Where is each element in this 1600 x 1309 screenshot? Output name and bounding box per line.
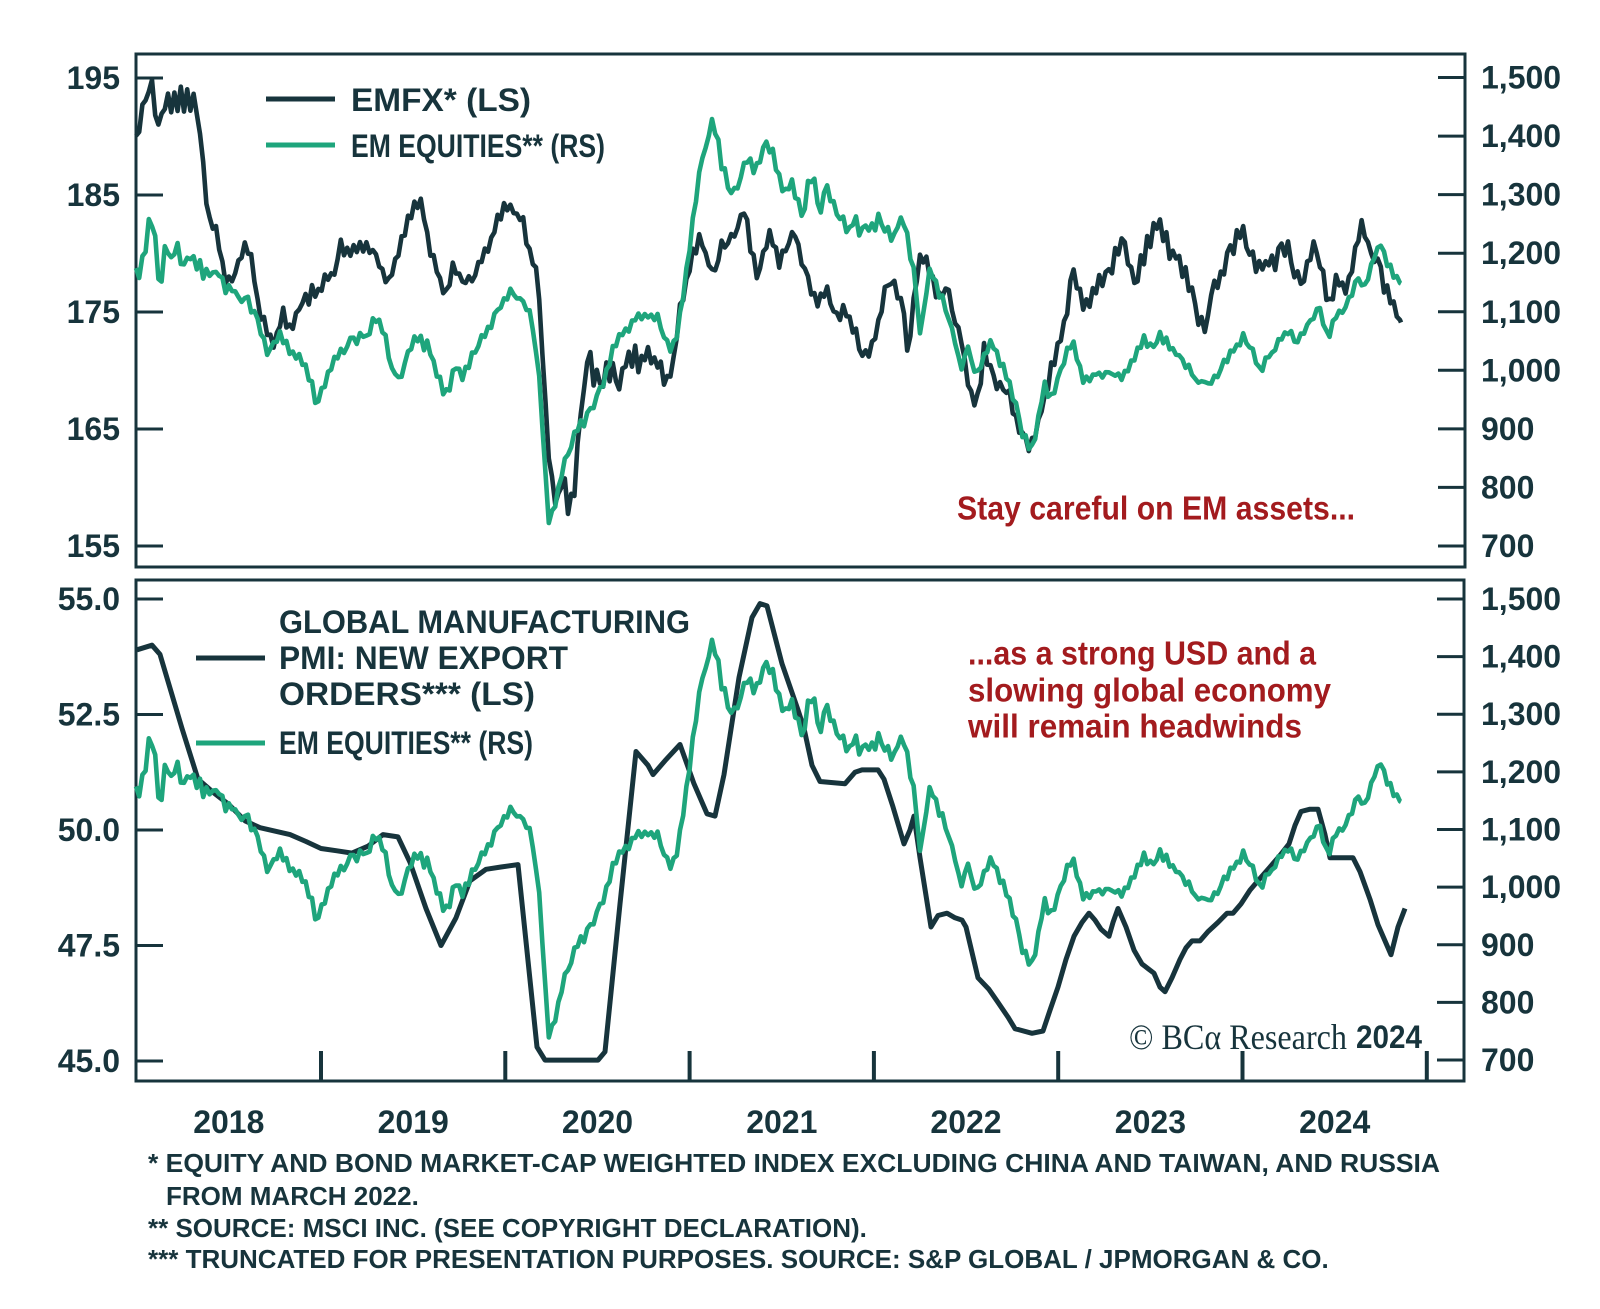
svg-text:800: 800 bbox=[1481, 469, 1534, 505]
svg-text:195: 195 bbox=[67, 60, 120, 96]
svg-text:*** TRUNCATED FOR PRESENTATION: *** TRUNCATED FOR PRESENTATION PURPOSES.… bbox=[148, 1244, 1329, 1274]
svg-text:GLOBAL MANUFACTURING: GLOBAL MANUFACTURING bbox=[279, 604, 690, 640]
svg-text:800: 800 bbox=[1481, 984, 1534, 1020]
svg-text:1,500: 1,500 bbox=[1481, 581, 1561, 617]
svg-text:2024: 2024 bbox=[1299, 1104, 1370, 1140]
svg-text:1,200: 1,200 bbox=[1481, 754, 1561, 790]
svg-text:2020: 2020 bbox=[562, 1104, 633, 1140]
svg-text:50.0: 50.0 bbox=[58, 812, 120, 848]
svg-text:EM EQUITIES** (RS): EM EQUITIES** (RS) bbox=[279, 725, 533, 761]
svg-text:700: 700 bbox=[1481, 528, 1534, 564]
svg-text:...as a strong USD and a: ...as a strong USD and a bbox=[968, 635, 1317, 672]
svg-text:2021: 2021 bbox=[746, 1104, 817, 1140]
svg-text:47.5: 47.5 bbox=[58, 928, 120, 964]
svg-text:FROM MARCH 2022.: FROM MARCH 2022. bbox=[166, 1181, 419, 1211]
svg-text:ORDERS*** (LS): ORDERS*** (LS) bbox=[279, 676, 535, 712]
svg-text:1,300: 1,300 bbox=[1481, 177, 1561, 213]
svg-text:EMFX* (LS): EMFX* (LS) bbox=[351, 82, 531, 118]
svg-text:2018: 2018 bbox=[193, 1104, 264, 1140]
svg-text:2022: 2022 bbox=[930, 1104, 1001, 1140]
svg-text:1,000: 1,000 bbox=[1481, 352, 1561, 388]
svg-text:© BCα Research: © BCα Research bbox=[1129, 1017, 1347, 1057]
svg-text:EM EQUITIES** (RS): EM EQUITIES** (RS) bbox=[351, 128, 605, 164]
svg-text:52.5: 52.5 bbox=[58, 697, 120, 733]
svg-text:55.0: 55.0 bbox=[58, 581, 120, 617]
svg-text:1,100: 1,100 bbox=[1481, 812, 1561, 848]
svg-text:900: 900 bbox=[1481, 927, 1534, 963]
svg-text:1,300: 1,300 bbox=[1481, 696, 1561, 732]
svg-text:2023: 2023 bbox=[1115, 1104, 1186, 1140]
svg-text:Stay careful on EM assets...: Stay careful on EM assets... bbox=[957, 490, 1355, 527]
svg-text:165: 165 bbox=[67, 411, 120, 447]
svg-text:45.0: 45.0 bbox=[58, 1043, 120, 1079]
svg-text:1,100: 1,100 bbox=[1481, 294, 1561, 330]
svg-text:slowing global economy: slowing global economy bbox=[968, 672, 1332, 709]
svg-text:will remain headwinds: will remain headwinds bbox=[967, 708, 1302, 745]
svg-text:* EQUITY AND BOND MARKET-CAP W: * EQUITY AND BOND MARKET-CAP WEIGHTED IN… bbox=[148, 1148, 1440, 1178]
svg-text:** SOURCE: MSCI INC. (SEE COPY: ** SOURCE: MSCI INC. (SEE COPYRIGHT DECL… bbox=[148, 1213, 867, 1243]
svg-text:2024: 2024 bbox=[1356, 1019, 1422, 1055]
svg-text:1,200: 1,200 bbox=[1481, 235, 1561, 271]
svg-text:2019: 2019 bbox=[378, 1104, 449, 1140]
svg-text:175: 175 bbox=[67, 294, 120, 330]
svg-text:1,000: 1,000 bbox=[1481, 869, 1561, 905]
svg-text:185: 185 bbox=[67, 177, 120, 213]
svg-text:900: 900 bbox=[1481, 411, 1534, 447]
svg-text:700: 700 bbox=[1481, 1042, 1534, 1078]
svg-text:1,400: 1,400 bbox=[1481, 118, 1561, 154]
svg-text:1,500: 1,500 bbox=[1481, 60, 1561, 96]
svg-text:1,400: 1,400 bbox=[1481, 639, 1561, 675]
svg-text:155: 155 bbox=[67, 528, 120, 564]
svg-text:PMI: NEW EXPORT: PMI: NEW EXPORT bbox=[279, 640, 568, 676]
